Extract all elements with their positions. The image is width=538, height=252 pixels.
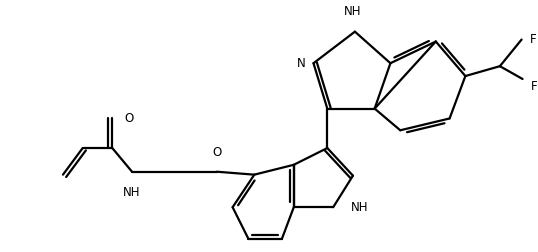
Text: NH: NH xyxy=(123,185,141,199)
Text: N: N xyxy=(297,57,306,70)
Text: O: O xyxy=(212,146,222,159)
Text: NH: NH xyxy=(351,201,369,214)
Text: F: F xyxy=(530,80,537,93)
Text: O: O xyxy=(124,112,133,125)
Text: F: F xyxy=(529,33,536,46)
Text: NH: NH xyxy=(344,5,362,18)
